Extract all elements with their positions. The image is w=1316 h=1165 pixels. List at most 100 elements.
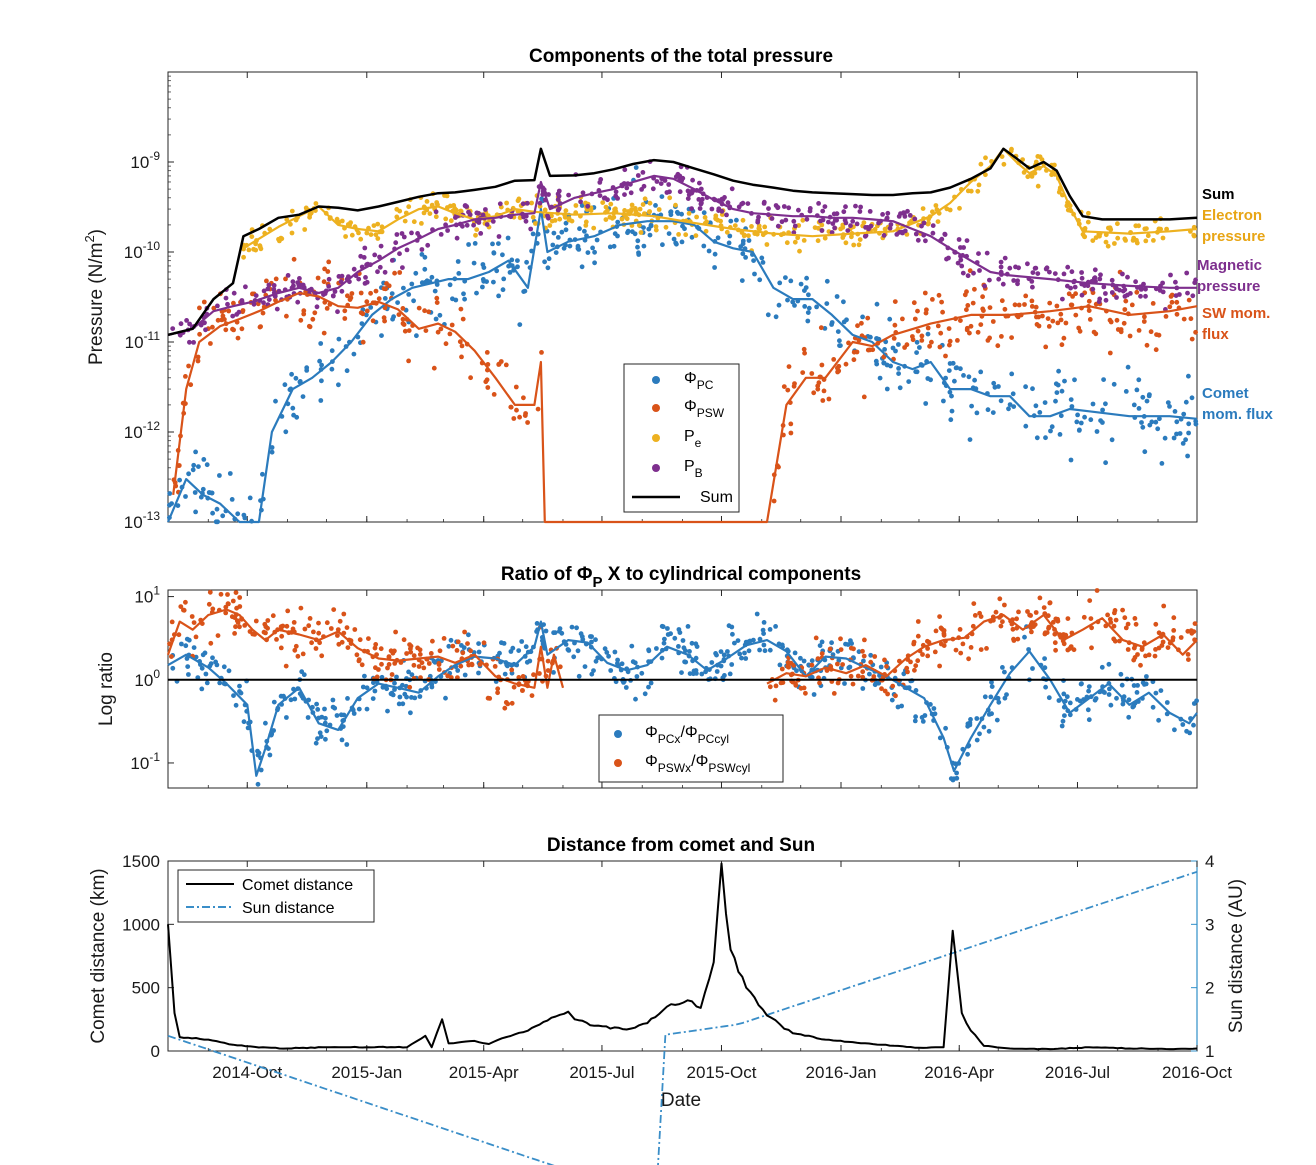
- data-point-phi_psw: [496, 361, 502, 367]
- data-point-pe: [801, 238, 807, 243]
- ratio-point-phi_pc: [1107, 686, 1112, 692]
- ratio-point-phi_psw: [379, 661, 384, 667]
- legend-marker-pc-ratio: [614, 730, 622, 738]
- data-point-pe: [976, 182, 982, 188]
- data-point-phi_psw: [1144, 342, 1150, 348]
- data-point-phi_pc: [625, 228, 631, 234]
- ratio-point-phi_pc: [718, 663, 724, 669]
- data-point-phi_psw: [978, 322, 984, 327]
- data-point-pe: [957, 205, 962, 211]
- data-point-phi_pc: [1042, 400, 1048, 405]
- data-point-phi_pc: [949, 408, 955, 414]
- data-point-phi_pc: [991, 380, 997, 386]
- data-point-phi_psw: [283, 276, 288, 282]
- ratio-point-phi_pc: [1061, 691, 1067, 697]
- ratio-point-phi_psw: [495, 690, 500, 696]
- ratio-point-phi_psw: [1027, 612, 1032, 618]
- ratio-point-phi_psw: [419, 660, 425, 666]
- legend-label-comet-distance: Comet distance: [242, 877, 353, 894]
- data-point-pb: [1011, 278, 1017, 283]
- ratio-point-phi_psw: [176, 632, 182, 638]
- data-point-phi_pc: [1053, 398, 1058, 404]
- ratio-point-phi_psw: [1186, 657, 1191, 662]
- data-point-phi_pc: [728, 218, 734, 224]
- data-point-phi_psw: [999, 298, 1005, 304]
- data-point-pb: [955, 260, 961, 266]
- data-point-phi_pc: [198, 494, 204, 500]
- data-point-pb: [857, 209, 863, 214]
- ratio-point-phi_pc: [417, 694, 423, 699]
- data-point-pb: [685, 188, 691, 194]
- ratio-point-phi_psw: [230, 598, 236, 604]
- data-point-phi_pc: [814, 304, 819, 310]
- data-point-phi_psw: [349, 291, 355, 296]
- ratio-point-phi_pc: [665, 626, 670, 631]
- data-point-phi_pc: [283, 429, 289, 435]
- ratio-point-phi_pc: [689, 640, 695, 646]
- ratio-point-phi_psw: [503, 700, 509, 705]
- legend-entry-pb: PB: [652, 458, 703, 480]
- legend-marker-pb: [652, 464, 660, 472]
- data-point-phi_psw: [1090, 290, 1096, 296]
- data-point-pe: [1086, 210, 1091, 216]
- y-tick-label: 10-9: [130, 149, 160, 172]
- ratio-point-phi_pc: [860, 686, 866, 691]
- data-point-phi_pc: [590, 245, 595, 251]
- ratio-point-phi_pc: [448, 637, 454, 643]
- ratio-point-phi_pc: [954, 770, 959, 776]
- ratio-point-phi_psw: [417, 652, 423, 657]
- ratio-point-phi_pc: [408, 710, 413, 716]
- ratio-point-phi_pc: [608, 668, 614, 673]
- data-point-pb: [378, 243, 384, 249]
- data-point-pb: [597, 193, 603, 199]
- data-point-phi_pc: [351, 351, 357, 357]
- data-point-pe: [358, 236, 364, 242]
- ratio-point-phi_psw: [313, 646, 319, 651]
- ratio-point-phi_pc: [829, 640, 834, 646]
- data-point-phi_psw: [1153, 347, 1159, 353]
- data-point-phi_psw: [400, 306, 406, 311]
- data-point-pb: [822, 204, 828, 210]
- data-point-phi_psw: [342, 308, 348, 314]
- data-point-phi_pc: [896, 366, 901, 371]
- data-point-phi_pc: [505, 235, 511, 241]
- ratio-point-phi_psw: [331, 607, 337, 612]
- data-point-pb: [1097, 296, 1103, 302]
- ratio-point-phi_pc: [322, 706, 327, 712]
- series-line-pb: [167, 174, 1197, 336]
- ratio-point-phi_psw: [502, 705, 508, 711]
- data-point-phi_pc: [877, 375, 883, 381]
- data-point-phi_pc: [585, 250, 591, 256]
- data-point-pb: [578, 199, 583, 205]
- ratio-point-phi_pc: [742, 650, 747, 656]
- data-point-pb: [400, 265, 405, 270]
- data-point-phi_pc: [641, 225, 646, 231]
- data-point-phi_pc: [429, 274, 435, 280]
- data-point-phi_psw: [859, 320, 864, 326]
- ratio-point-phi_psw: [386, 654, 392, 659]
- ratio-point-phi_pc: [889, 697, 895, 703]
- data-point-pe: [443, 216, 449, 222]
- data-point-pb: [1114, 295, 1119, 300]
- data-point-pe: [632, 206, 638, 211]
- ratio-point-phi_pc: [565, 647, 571, 652]
- pressure-side-labels: Sum Electron pressure Magnetic pressure SW…: [1197, 186, 1273, 423]
- data-point-phi_pc: [701, 243, 707, 249]
- comet-distance-line: [167, 862, 1198, 1051]
- data-point-pe: [713, 216, 719, 222]
- data-point-pb: [740, 200, 746, 206]
- ratio-point-phi_psw: [1138, 662, 1143, 668]
- data-point-pb: [854, 221, 860, 227]
- data-point-phi_psw: [1169, 292, 1175, 298]
- data-point-pb: [971, 270, 976, 276]
- data-point-pb: [1192, 280, 1198, 286]
- ratio-point-phi_psw: [445, 673, 451, 679]
- data-point-pb: [225, 301, 230, 307]
- data-point-pe: [364, 230, 370, 236]
- ratio-point-phi_psw: [767, 684, 773, 690]
- data-point-phi_psw: [955, 338, 960, 343]
- ratio-point-phi_psw: [389, 672, 395, 677]
- data-point-phi_psw: [980, 294, 985, 300]
- data-point-phi_pc: [1186, 421, 1192, 427]
- ratio-point-phi_pc: [996, 699, 1002, 705]
